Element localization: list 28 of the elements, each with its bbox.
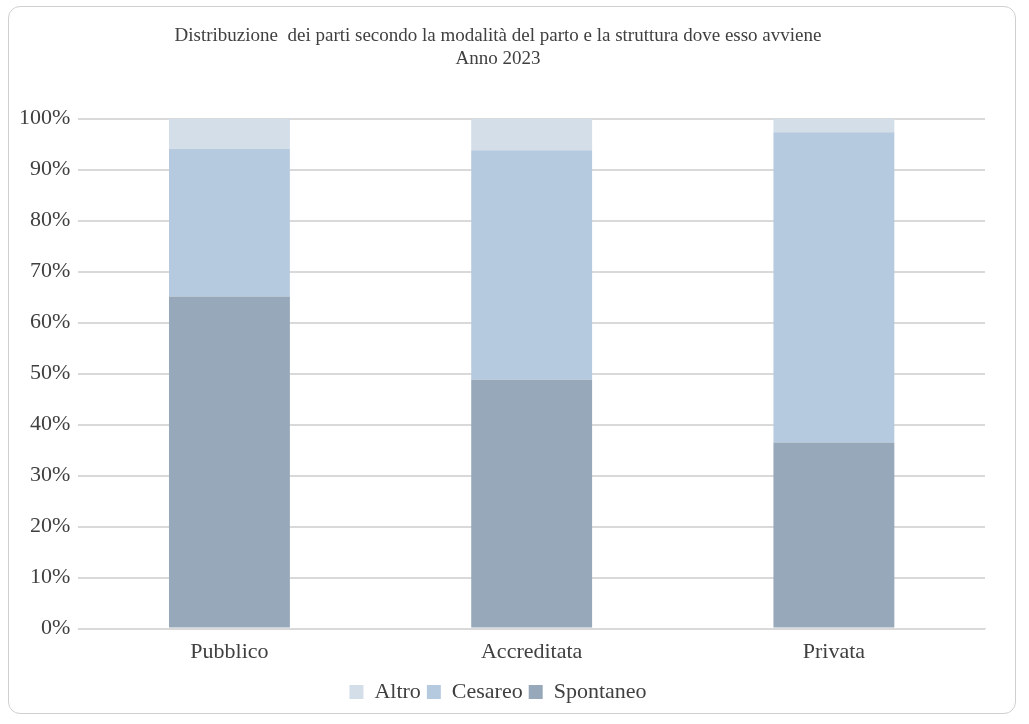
bar	[168, 148, 290, 297]
y-tick-label: 0%	[41, 614, 71, 640]
legend-label: Spontaneo	[553, 677, 647, 703]
x-tick-label: Accreditata	[480, 637, 583, 663]
bar	[471, 379, 593, 628]
y-tick-label: 20%	[30, 512, 71, 538]
bar	[773, 442, 895, 628]
x-tick-label: Privata	[802, 637, 866, 663]
y-tick-label: 30%	[30, 461, 71, 487]
y-tick-label: 90%	[30, 155, 71, 181]
chart-title: Distribuzione dei parti secondo la modalità del parto e la struttura dove esso avviene	[174, 24, 822, 46]
y-tick-label: 40%	[30, 410, 71, 436]
bar	[471, 118, 593, 151]
bar	[773, 118, 895, 133]
x-tick-label: Pubblico	[190, 637, 269, 663]
bar	[471, 150, 593, 380]
legend-label: Altro	[374, 677, 421, 703]
bar	[168, 296, 290, 628]
bar	[773, 132, 895, 443]
y-tick-label: 60%	[30, 308, 71, 334]
y-tick-label: 10%	[30, 563, 71, 589]
y-tick-label: 50%	[30, 359, 71, 385]
y-tick-label: 70%	[30, 257, 71, 283]
legend-label: Cesareo	[451, 677, 523, 703]
y-tick-label: 80%	[30, 206, 71, 232]
y-tick-label: 100%	[19, 104, 71, 130]
chart-subtitle: Anno 2023	[455, 47, 541, 69]
bar	[168, 118, 290, 149]
